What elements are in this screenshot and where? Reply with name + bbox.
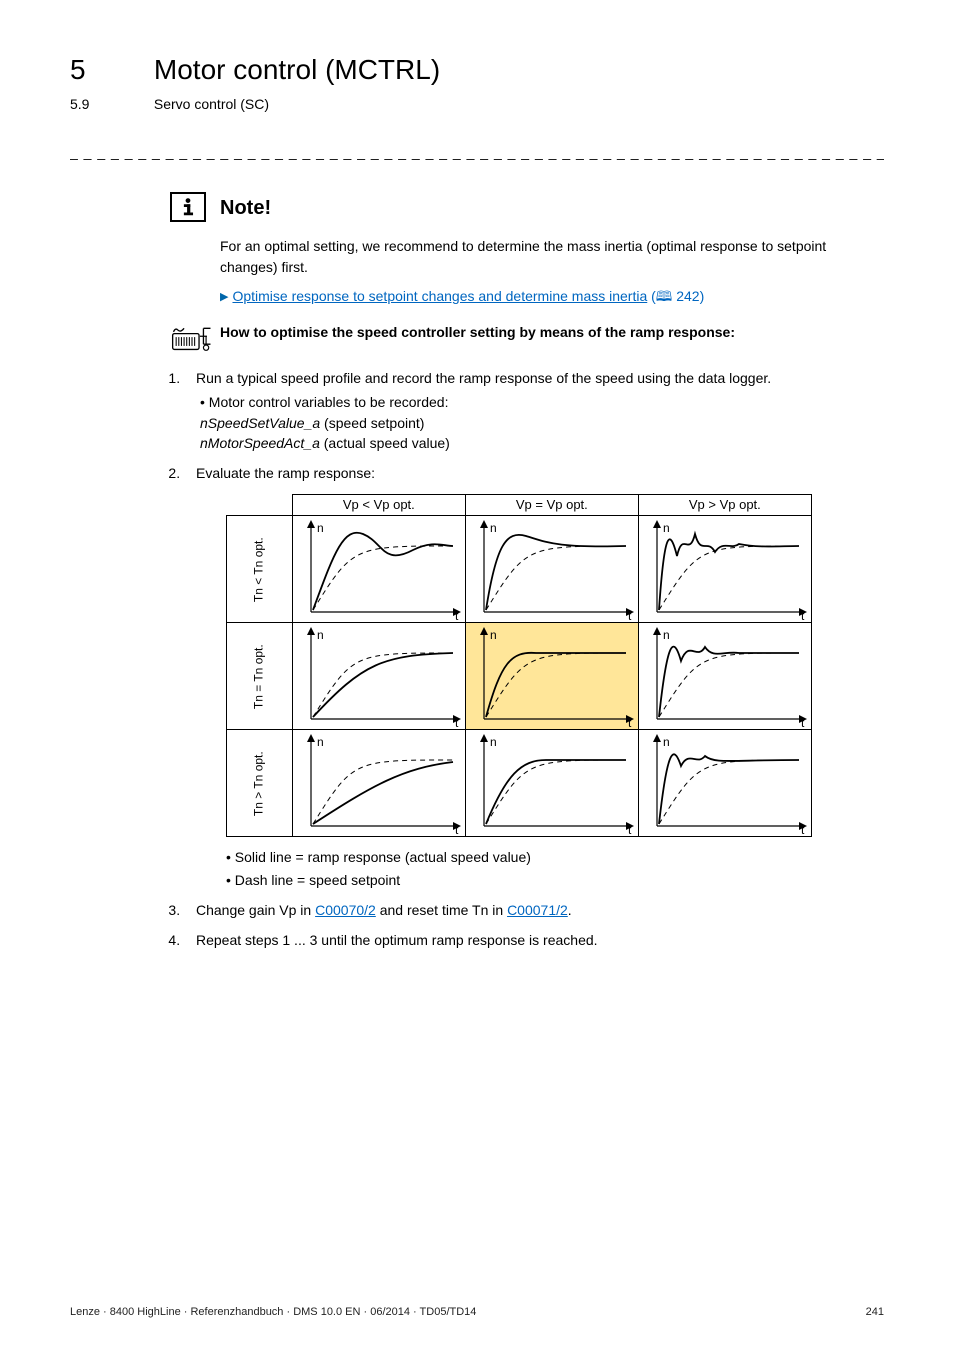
chart-cell-1-1: nt	[466, 623, 638, 729]
step-1-sub: Motor control variables to be recorded: …	[200, 392, 884, 453]
chart-cell-0-2: nt	[639, 516, 811, 622]
link-c00070[interactable]: C00070/2	[315, 902, 376, 918]
procedure-icon	[170, 323, 210, 359]
note-link[interactable]: Optimise response to setpoint changes an…	[232, 288, 647, 304]
chart-legend: Solid line = ramp response (actual speed…	[226, 847, 884, 890]
link-c00071[interactable]: C00071/2	[507, 902, 568, 918]
step-1: Run a typical speed profile and record t…	[184, 368, 884, 453]
chapter-number: 5	[70, 50, 150, 89]
col-header-0: Vp < Vp opt.	[292, 494, 465, 516]
footer-left: Lenze · 8400 HighLine · Referenzhandbuch…	[70, 1305, 476, 1320]
procedure-steps: Run a typical speed profile and record t…	[184, 368, 884, 951]
footer-page-number: 241	[866, 1305, 884, 1320]
chart-cell-1-2: nt	[639, 623, 811, 729]
note-heading: Note!	[220, 194, 271, 222]
note-page-ref: (🕮 242)	[651, 288, 704, 304]
svg-text:n: n	[490, 628, 497, 642]
chart-cell-0-0: nt	[293, 516, 465, 622]
note-link-wrapper: Optimise response to setpoint changes an…	[232, 287, 704, 307]
svg-text:n: n	[490, 735, 497, 749]
svg-text:n: n	[317, 628, 324, 642]
svg-text:n: n	[663, 521, 670, 535]
row-label-0: Tn < Tn opt.	[227, 516, 293, 623]
row-label-1: Tn = Tn opt.	[227, 623, 293, 730]
row-label-2: Tn > Tn opt.	[227, 730, 293, 837]
ramp-response-chart: Vp < Vp opt. Vp = Vp opt. Vp > Vp opt. T…	[226, 494, 884, 838]
legend-dash: Dash line = speed setpoint	[226, 870, 884, 890]
procedure-heading: How to optimise the speed controller set…	[220, 323, 735, 343]
chart-cell-2-0: nt	[293, 730, 465, 836]
page-footer: Lenze · 8400 HighLine · Referenzhandbuch…	[70, 1305, 884, 1320]
chart-cell-2-1: nt	[466, 730, 638, 836]
step-4: Repeat steps 1 ... 3 until the optimum r…	[184, 930, 884, 950]
note-body: For an optimal setting, we recommend to …	[220, 236, 884, 277]
step-2: Evaluate the ramp response: Vp < Vp opt.…	[184, 463, 884, 890]
svg-text:n: n	[317, 735, 324, 749]
col-header-1: Vp = Vp opt.	[465, 494, 638, 516]
svg-text:n: n	[663, 735, 670, 749]
svg-text:n: n	[490, 521, 497, 535]
chapter-title: Motor control (MCTRL)	[154, 50, 440, 89]
col-header-2: Vp > Vp opt.	[638, 494, 811, 516]
chart-cell-0-1: nt	[466, 516, 638, 622]
legend-solid: Solid line = ramp response (actual speed…	[226, 847, 884, 867]
step-3: Change gain Vp in C00070/2 and reset tim…	[184, 900, 884, 920]
arrow-icon: ▶	[220, 290, 228, 305]
chart-cell-1-0: nt	[293, 623, 465, 729]
divider-line: _ _ _ _ _ _ _ _ _ _ _ _ _ _ _ _ _ _ _ _ …	[70, 143, 884, 163]
section-header: 5.9 Servo control (SC)	[70, 95, 884, 115]
svg-text:n: n	[317, 521, 324, 535]
chapter-header: 5 Motor control (MCTRL)	[70, 50, 884, 89]
chart-cell-2-2: nt	[639, 730, 811, 836]
section-number: 5.9	[70, 95, 150, 115]
section-title: Servo control (SC)	[154, 95, 269, 115]
info-icon	[170, 192, 206, 222]
svg-text:n: n	[663, 628, 670, 642]
